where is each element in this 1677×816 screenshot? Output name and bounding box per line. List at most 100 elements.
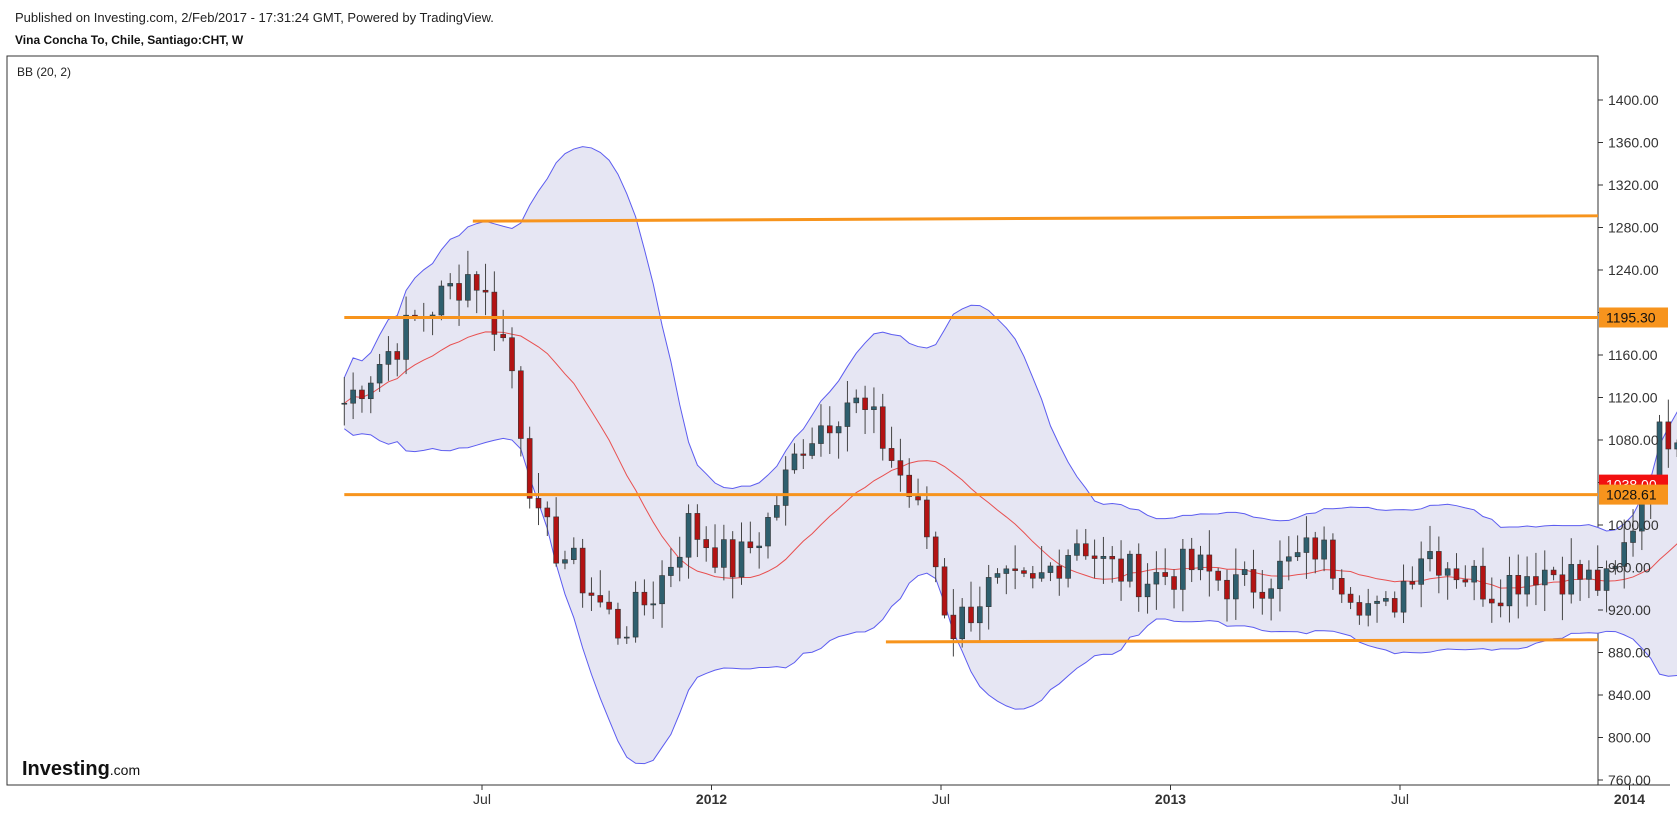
candle-body <box>1162 572 1169 577</box>
candle-body <box>1444 568 1451 576</box>
y-tick-label: 1080.00 <box>1608 432 1659 448</box>
candle-body <box>1436 551 1442 576</box>
candle-body <box>1215 570 1221 581</box>
candle <box>1374 595 1380 623</box>
candle <box>906 458 913 508</box>
candle-body <box>1233 574 1239 600</box>
candle-body <box>570 547 577 560</box>
candle <box>1524 556 1530 607</box>
candle-body <box>1541 569 1548 586</box>
candle-body <box>818 425 824 444</box>
candle-body <box>994 573 1001 578</box>
candle <box>1135 543 1142 612</box>
candle <box>747 521 754 554</box>
candle <box>1056 549 1063 596</box>
y-tick-label: 1000.00 <box>1608 517 1659 533</box>
candle-body <box>606 601 612 610</box>
candle <box>359 385 365 413</box>
candlesticks <box>341 250 1677 657</box>
candle <box>950 589 957 657</box>
candle-body <box>1118 558 1124 582</box>
y-tick-label: 880.00 <box>1608 645 1651 661</box>
candle <box>1082 528 1089 560</box>
candle <box>791 443 798 474</box>
candle <box>1338 569 1345 603</box>
candle <box>526 426 533 509</box>
candle <box>1621 519 1628 589</box>
lower-band <box>344 428 1677 765</box>
candle <box>632 581 639 643</box>
y-tick-label: 1320.00 <box>1608 177 1659 193</box>
candle <box>1356 595 1363 625</box>
price-tag: 1028.61 <box>1599 484 1668 505</box>
candle-body <box>659 575 665 605</box>
candle-body <box>782 469 789 506</box>
candle <box>1541 550 1548 612</box>
candle <box>1418 541 1424 608</box>
x-tick-label: Jul <box>932 791 950 807</box>
candle-body <box>1038 572 1045 579</box>
candle-body <box>941 566 948 616</box>
candle-body <box>1091 555 1098 559</box>
candle <box>385 336 392 381</box>
level-1290[interactable] <box>472 214 1599 223</box>
candle-body <box>668 566 674 576</box>
candle-body <box>1409 581 1416 585</box>
candle-body <box>676 556 683 568</box>
candle <box>403 296 409 375</box>
candle-body <box>888 448 895 461</box>
candle <box>756 532 762 569</box>
candle-body <box>376 364 383 384</box>
level-890[interactable] <box>885 638 1599 644</box>
candle <box>597 570 604 608</box>
candle-body <box>738 541 745 578</box>
x-tick-label: Jul <box>1391 791 1409 807</box>
candle <box>465 250 471 308</box>
candle <box>509 327 515 389</box>
candle-body <box>1347 593 1354 603</box>
candle-body <box>1241 569 1248 575</box>
candle-body <box>1480 565 1486 600</box>
candle-body <box>879 406 886 449</box>
candle <box>1012 545 1018 590</box>
candle <box>1038 546 1045 582</box>
candle <box>1233 548 1239 620</box>
candle-body <box>1109 556 1116 560</box>
candle-body <box>385 351 392 365</box>
candle-body <box>685 513 692 558</box>
candle <box>1215 567 1221 591</box>
candle <box>1550 566 1557 581</box>
candle-body <box>1206 554 1213 572</box>
candle <box>1197 545 1204 581</box>
candle-body <box>1197 554 1204 571</box>
candle <box>1506 556 1513 623</box>
candle <box>941 558 948 619</box>
candle <box>1065 549 1071 588</box>
candle-body <box>1656 421 1663 481</box>
candle-body <box>403 314 409 360</box>
candle-body <box>809 443 815 456</box>
candle-body <box>1003 568 1010 574</box>
candle <box>977 586 983 641</box>
candle <box>985 564 992 630</box>
candle-body <box>1550 569 1557 576</box>
price-tag: 1195.30 <box>1599 307 1668 328</box>
candle-body <box>500 334 506 339</box>
candle <box>650 581 657 619</box>
candle-body <box>906 474 913 497</box>
y-tick-label: 800.00 <box>1608 730 1651 746</box>
candle-body <box>1524 576 1530 595</box>
candle <box>1559 556 1566 621</box>
candle-body <box>1462 579 1469 583</box>
candle <box>721 524 727 581</box>
candle <box>1312 531 1319 574</box>
candle <box>1171 569 1177 609</box>
candle <box>1241 561 1248 586</box>
candle <box>367 376 374 414</box>
candle-body <box>791 453 798 471</box>
candle <box>932 531 939 583</box>
candle-body <box>897 460 904 476</box>
candle <box>1586 560 1592 599</box>
candle-body <box>1250 569 1257 593</box>
